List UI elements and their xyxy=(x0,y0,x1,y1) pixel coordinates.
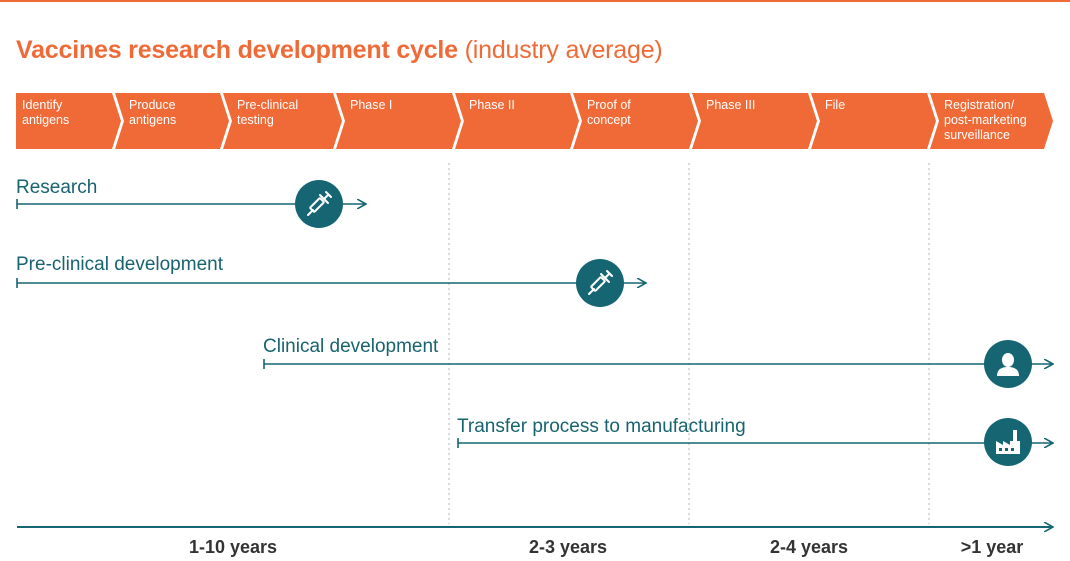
person-icon xyxy=(984,340,1032,388)
factory-icon xyxy=(984,418,1032,466)
stage-label: concept xyxy=(587,113,631,127)
syringe-icon xyxy=(576,259,624,307)
stream-label-research: Research xyxy=(16,177,98,198)
stage-label: testing xyxy=(237,113,274,127)
syringe-icon xyxy=(295,180,343,228)
top-rule xyxy=(0,0,1070,2)
stage-label: Phase I xyxy=(350,98,392,112)
stage-label: Produce xyxy=(129,98,176,112)
stage-label: Proof of xyxy=(587,98,631,112)
duration-label: >1 year xyxy=(960,537,1024,557)
stage-chevron xyxy=(16,93,121,149)
stage-chevron xyxy=(573,93,698,149)
title-main: Vaccines research development cycle xyxy=(16,36,458,64)
title-subtitle: (industry average) xyxy=(464,36,663,64)
duration-label: 2-3 years xyxy=(528,537,608,557)
stage-label: antigens xyxy=(22,113,69,127)
duration-label: 2-4 years xyxy=(769,537,849,557)
stage-chevron xyxy=(223,93,342,149)
stream-label-clinical: Clinical development xyxy=(263,336,439,357)
stream-label-transfer: Transfer process to manufacturing xyxy=(457,416,746,437)
period-dividers xyxy=(448,163,930,524)
stage-label: Phase III xyxy=(706,98,755,112)
stage-chevron xyxy=(455,93,579,149)
stage-label: Pre-clinical xyxy=(237,98,298,112)
stage-chevron xyxy=(115,93,229,149)
stage-label: Registration/ xyxy=(944,98,1015,112)
stage-chevron xyxy=(336,93,461,149)
stage-chevron xyxy=(930,93,1053,149)
stage-label: surveillance xyxy=(944,128,1010,142)
stage-chevron xyxy=(811,93,936,149)
stage-chevron xyxy=(692,93,817,149)
stage-label: Identify xyxy=(22,98,63,112)
page-title: Vaccines research development cycle (ind… xyxy=(16,36,663,65)
stage-label: antigens xyxy=(129,113,176,127)
duration-label: 1-10 years xyxy=(188,537,278,557)
stage-label: File xyxy=(825,98,845,112)
stage-label: post-marketing xyxy=(944,113,1027,127)
stream-label-preclinical: Pre-clinical development xyxy=(16,254,223,275)
stage-label: Phase II xyxy=(469,98,515,112)
